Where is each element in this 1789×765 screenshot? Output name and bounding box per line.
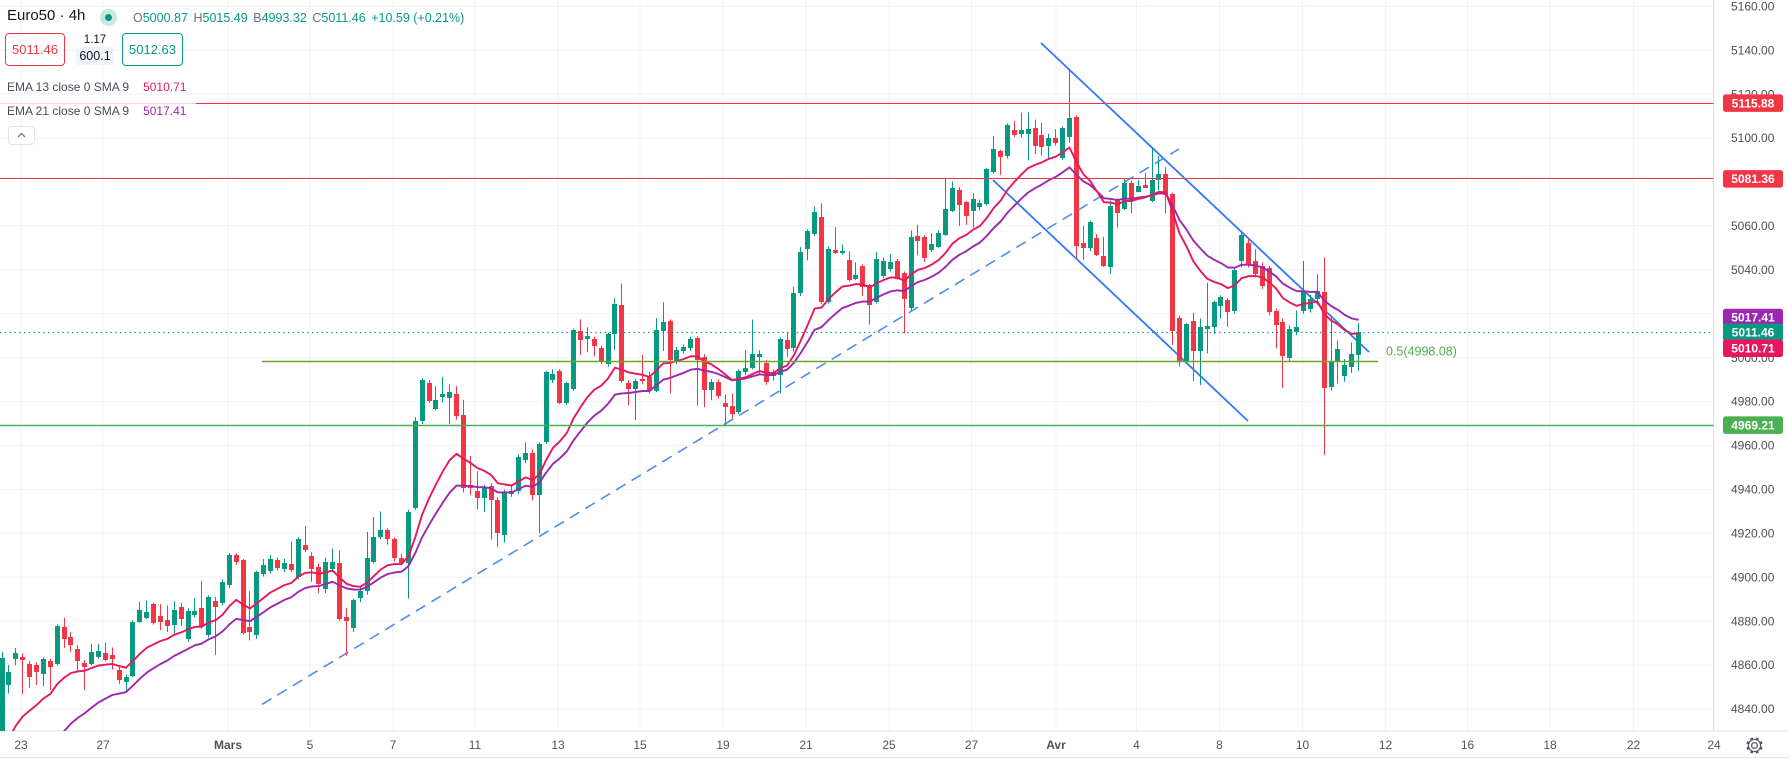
svg-text:5140.00: 5140.00 <box>1731 43 1775 57</box>
svg-text:15: 15 <box>633 738 647 752</box>
svg-text:5100.00: 5100.00 <box>1731 131 1775 145</box>
svg-text:4860.00: 4860.00 <box>1731 658 1775 672</box>
svg-text:4920.00: 4920.00 <box>1731 526 1775 540</box>
svg-text:5115.88: 5115.88 <box>1732 96 1775 110</box>
svg-text:10: 10 <box>1296 738 1310 752</box>
svg-text:12: 12 <box>1379 738 1393 752</box>
svg-text:27: 27 <box>96 738 110 752</box>
svg-text:4960.00: 4960.00 <box>1731 439 1775 453</box>
svg-text:5017.41: 5017.41 <box>1731 311 1775 325</box>
svg-text:4840.00: 4840.00 <box>1731 702 1775 716</box>
svg-text:4980.00: 4980.00 <box>1731 395 1775 409</box>
svg-text:4: 4 <box>1133 738 1140 752</box>
svg-text:18: 18 <box>1543 738 1557 752</box>
svg-text:27: 27 <box>965 738 979 752</box>
svg-text:7: 7 <box>390 738 397 752</box>
svg-text:0.5(4998.08): 0.5(4998.08) <box>1386 345 1457 359</box>
svg-text:24: 24 <box>1707 738 1721 752</box>
svg-text:22: 22 <box>1627 738 1641 752</box>
svg-text:13: 13 <box>551 738 565 752</box>
svg-text:19: 19 <box>716 738 730 752</box>
svg-text:Avr: Avr <box>1046 738 1066 752</box>
svg-text:8: 8 <box>1216 738 1223 752</box>
svg-text:4969.21: 4969.21 <box>1731 418 1775 432</box>
svg-text:4880.00: 4880.00 <box>1731 614 1775 628</box>
svg-text:5010.71: 5010.71 <box>1731 342 1775 356</box>
svg-text:5060.00: 5060.00 <box>1731 219 1775 233</box>
svg-text:11: 11 <box>469 738 482 752</box>
svg-text:5081.36: 5081.36 <box>1731 172 1775 186</box>
svg-text:25: 25 <box>882 738 896 752</box>
svg-text:4940.00: 4940.00 <box>1731 483 1775 497</box>
svg-text:5: 5 <box>307 738 314 752</box>
svg-text:16: 16 <box>1461 738 1475 752</box>
svg-text:5011.46: 5011.46 <box>1732 326 1775 340</box>
svg-text:5160.00: 5160.00 <box>1731 0 1775 13</box>
svg-text:5040.00: 5040.00 <box>1731 263 1775 277</box>
svg-text:4900.00: 4900.00 <box>1731 570 1775 584</box>
svg-text:23: 23 <box>14 738 28 752</box>
svg-text:Mars: Mars <box>214 738 242 752</box>
svg-text:21: 21 <box>799 738 813 752</box>
